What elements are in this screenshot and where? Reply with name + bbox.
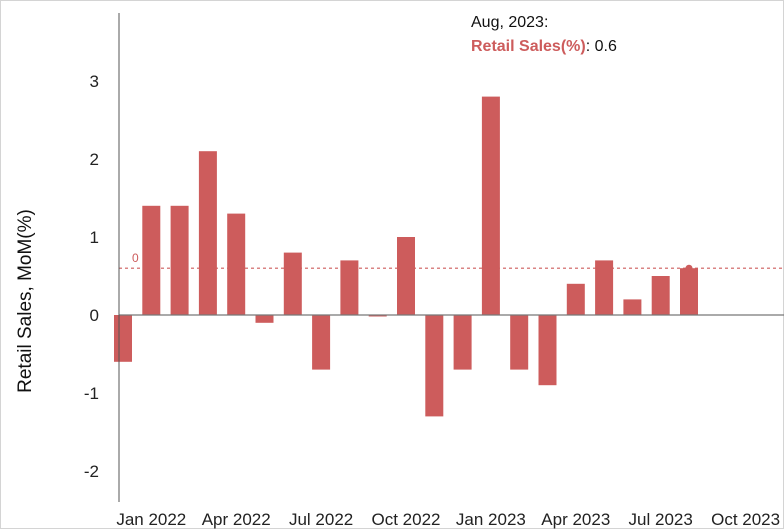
bar-jul-2022[interactable]	[312, 315, 331, 370]
y-tick-label: 1	[90, 228, 99, 247]
bar-jan-2022[interactable]	[142, 205, 161, 315]
bar-feb-2022[interactable]	[170, 205, 189, 315]
x-tick-label: Oct 2022	[372, 510, 441, 529]
bar-sep-2022[interactable]	[368, 315, 387, 317]
bar-dec-2022[interactable]	[453, 315, 472, 370]
x-tick-label: Jul 2022	[289, 510, 353, 529]
x-tick-label: Jul 2023	[629, 510, 693, 529]
bar-apr-2023[interactable]	[566, 283, 585, 315]
reference-line-label: 0	[132, 251, 139, 265]
tooltip-value: 0.6	[595, 38, 617, 55]
hover-marker	[685, 264, 693, 272]
bar-series	[114, 96, 698, 417]
tooltip-date: Aug, 2023:	[471, 14, 548, 31]
x-tick-label: Jan 2022	[116, 510, 186, 529]
y-tick-label: 2	[90, 150, 99, 169]
bar-nov-2022[interactable]	[425, 315, 444, 417]
tooltip-separator: :	[586, 38, 595, 55]
bar-aug-2022[interactable]	[340, 260, 359, 315]
y-axis-ticks: -2 -1 0 1 2 3	[84, 72, 99, 481]
x-tick-label: Jan 2023	[456, 510, 526, 529]
bar-dec-2021[interactable]	[114, 315, 132, 362]
bar-jun-2022[interactable]	[283, 252, 302, 315]
bar-apr-2022[interactable]	[227, 213, 246, 315]
bar-jul-2023[interactable]	[651, 276, 670, 315]
bar-jun-2023[interactable]	[623, 299, 642, 315]
bar-feb-2023[interactable]	[510, 315, 529, 370]
tooltip-value-line: Retail Sales(%): 0.6	[471, 38, 617, 55]
y-tick-label: -2	[84, 462, 99, 481]
x-axis-ticks: Jan 2022 Apr 2022 Jul 2022 Oct 2022 Jan 2023…	[116, 510, 780, 529]
y-tick-label: 3	[90, 72, 99, 91]
x-tick-label: Apr 2023	[541, 510, 610, 529]
bar-may-2023[interactable]	[595, 260, 614, 315]
x-tick-label: Apr 2022	[202, 510, 271, 529]
hover-tooltip: Aug, 2023: Retail Sales(%): 0.6	[471, 14, 617, 55]
tooltip-series-label: Retail Sales(%)	[471, 38, 586, 55]
bar-mar-2023[interactable]	[538, 315, 557, 386]
bar-may-2022[interactable]	[255, 315, 274, 323]
y-axis-title: Retail Sales, MoM(%)	[15, 209, 36, 393]
bar-jan-2023[interactable]	[481, 96, 500, 315]
y-tick-label: -1	[84, 384, 99, 403]
y-tick-label: 0	[90, 306, 99, 325]
x-tick-label: Oct 2023	[711, 510, 780, 529]
bar-aug-2023[interactable]	[680, 268, 698, 315]
bar-oct-2022[interactable]	[397, 237, 415, 315]
bar-mar-2022[interactable]	[198, 151, 217, 315]
